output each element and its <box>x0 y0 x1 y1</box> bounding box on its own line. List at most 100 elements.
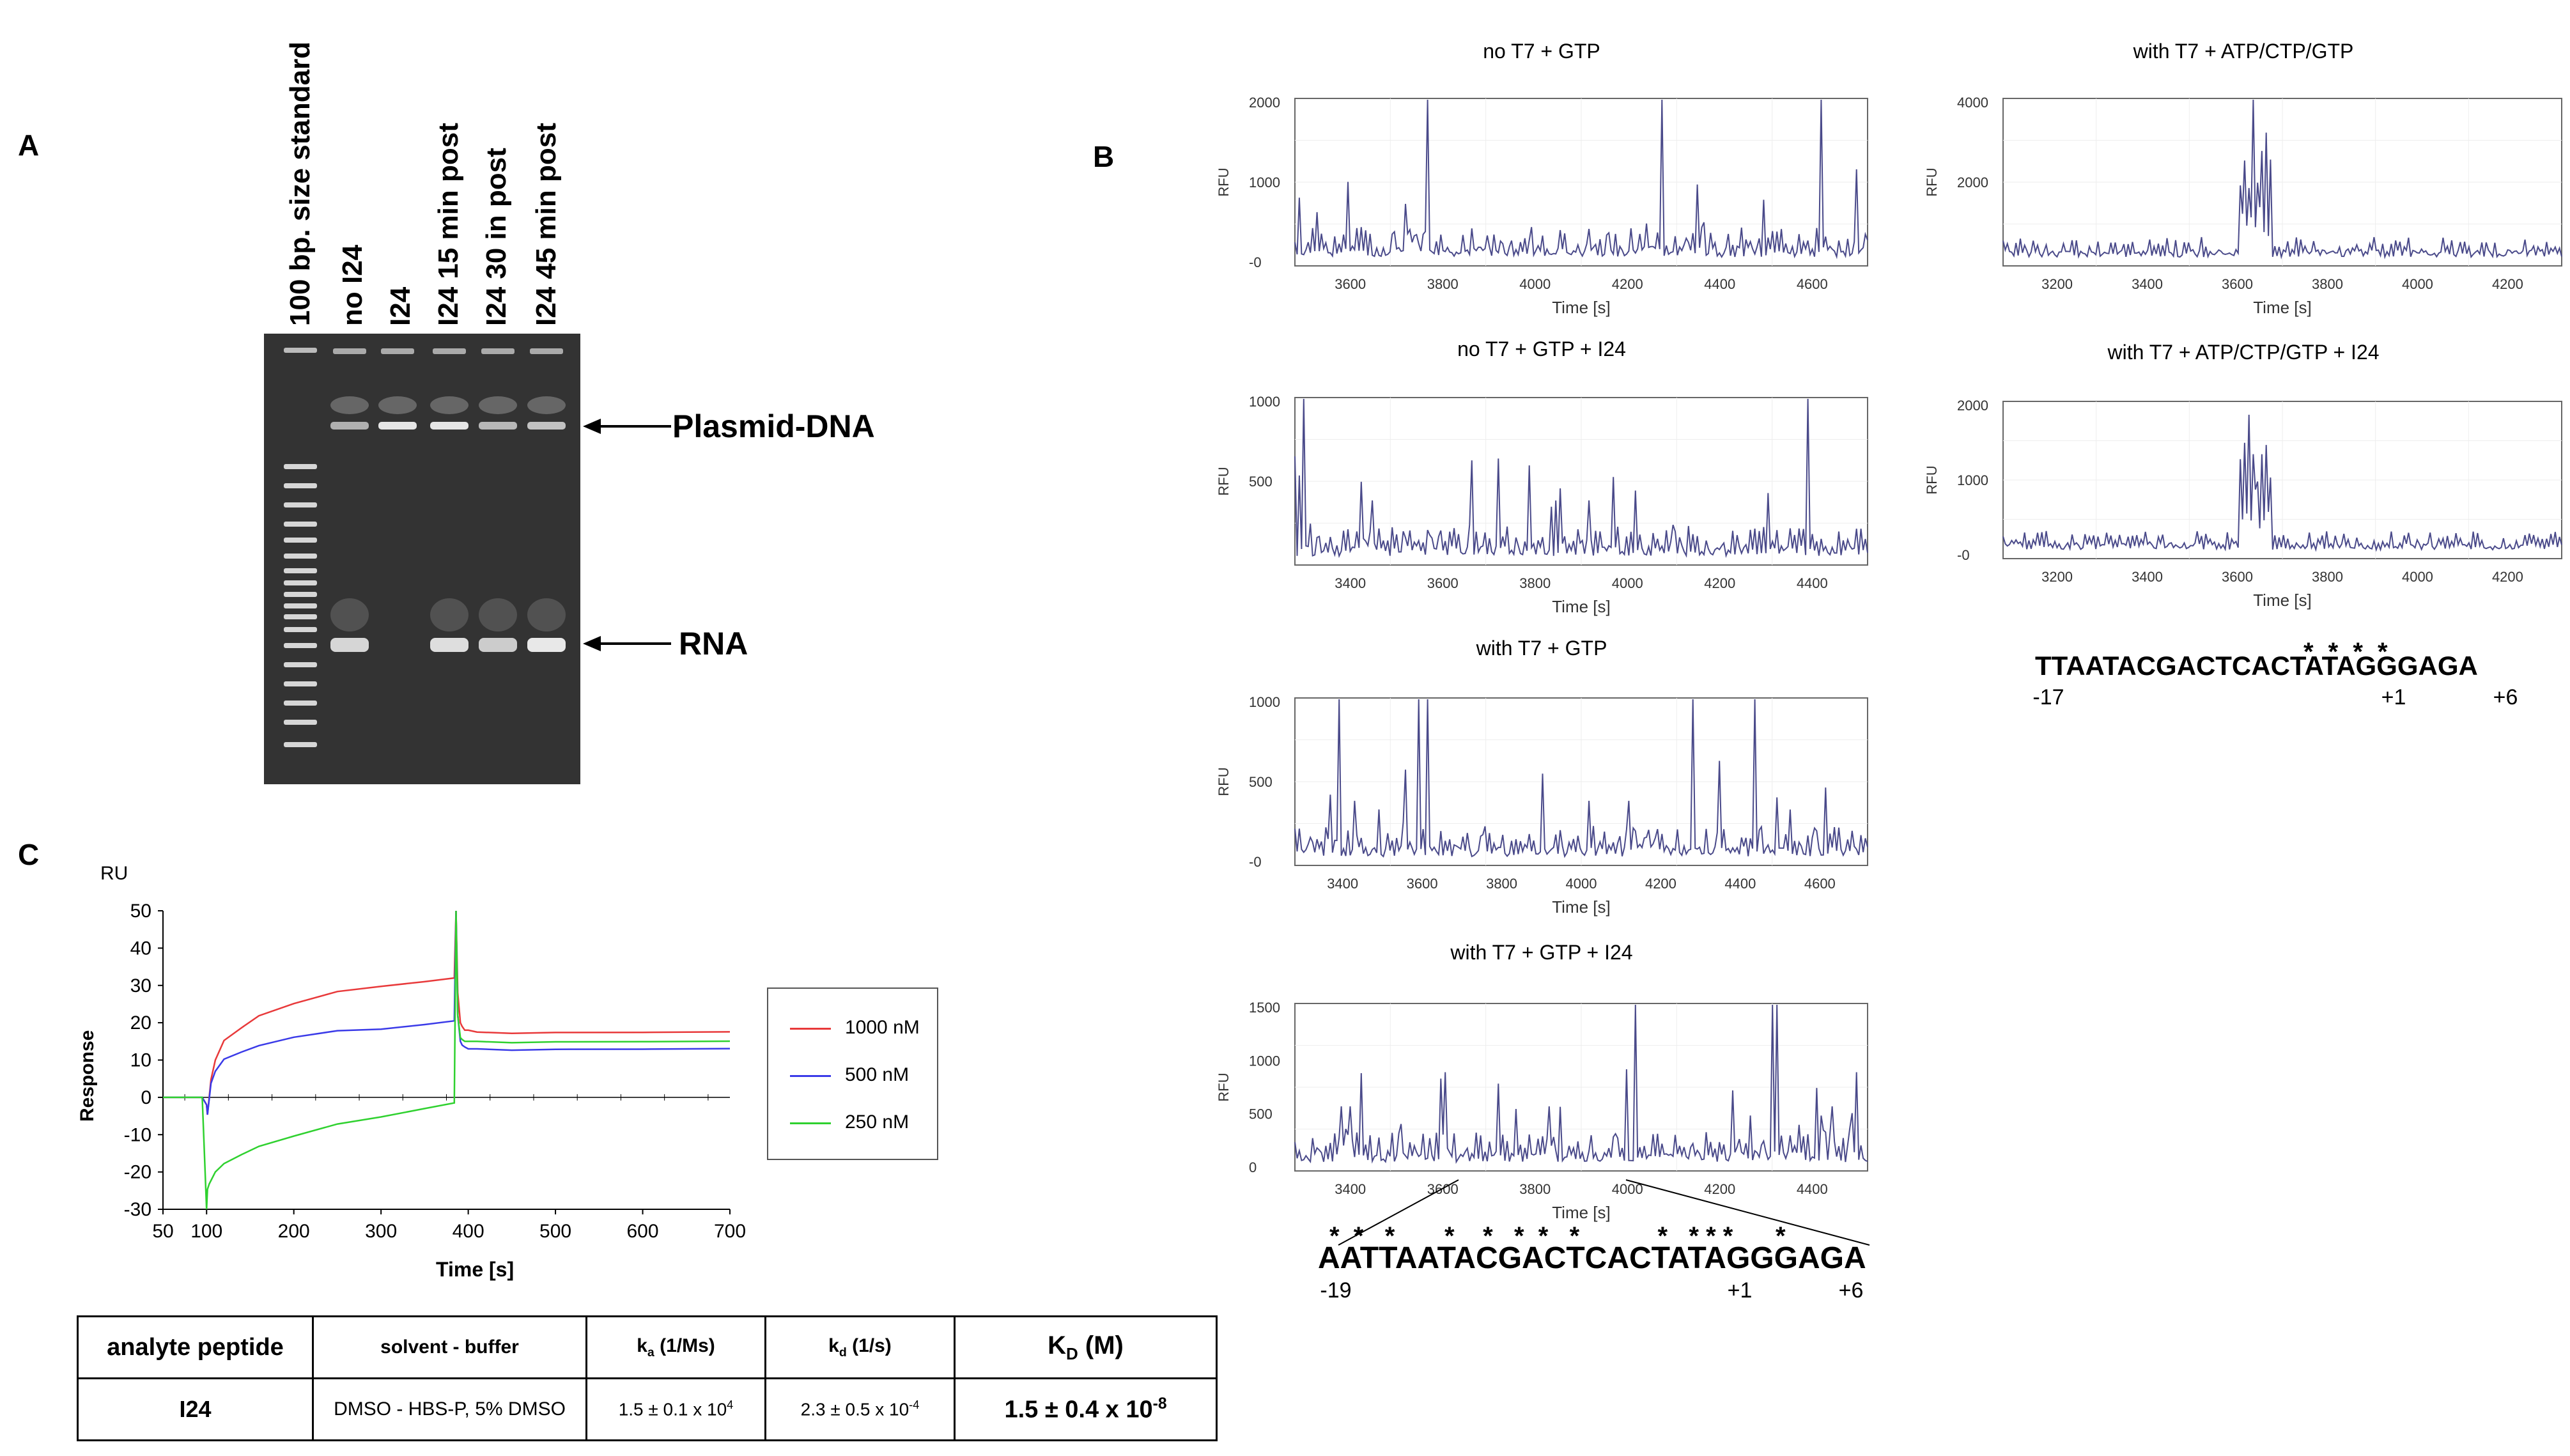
cell-ka-value: 1.5 ± 0.1 x 10 <box>618 1399 727 1420</box>
plasmid-smear <box>527 396 566 414</box>
plasmid-smear <box>378 396 417 414</box>
x-tick-label: 3600 <box>1427 575 1459 591</box>
y-tick-label: 1000 <box>1249 1053 1280 1069</box>
legend-swatch-250nm <box>790 1122 831 1124</box>
plasmid-smear <box>479 396 517 414</box>
header-kd: kd (1/s) <box>764 1315 956 1379</box>
x-tick-label: 300 <box>365 1221 397 1242</box>
series-line-250-nm <box>163 910 731 1210</box>
x-tick-label: 4000 <box>2402 276 2433 292</box>
ladder-band <box>284 614 317 619</box>
electropherogram-3: 1000 500 RFU 3400 3600 3800 4000 4200 4400 Time [… <box>1216 394 1868 616</box>
y-tick-label: -0 <box>1249 254 1262 270</box>
header-ka: ka (1/Ms) <box>585 1315 766 1379</box>
y-axis-label: RFU <box>1216 1073 1232 1101</box>
legend-item-500nm: 500 nM <box>790 1064 909 1086</box>
electropherogram-4: 2000 1000 -0 RFU 3200 3400 3600 3800 4000 4200 Tim… <box>1924 398 2562 610</box>
x-tick-label: 3200 <box>2041 276 2073 292</box>
rna-band <box>430 638 468 652</box>
cell-ka-exp: 4 <box>727 1398 734 1412</box>
header-KD-unit: (M) <box>1078 1331 1124 1359</box>
ladder-band <box>284 538 317 543</box>
ladder-band <box>284 701 317 706</box>
x-tick-label: 3400 <box>2132 276 2163 292</box>
plasmid-band <box>330 422 369 430</box>
y-axis-label: RFU <box>1216 767 1232 796</box>
x-tick-label: 4000 <box>1519 276 1551 292</box>
plasmid-dna-label: Plasmid-DNA <box>672 408 875 444</box>
x-tick-label: 4400 <box>1724 876 1756 892</box>
gel-well <box>481 348 515 354</box>
x-tick-label: 600 <box>627 1221 659 1242</box>
x-tick-label: 50 <box>152 1221 173 1242</box>
gel-well <box>530 348 563 354</box>
y-tick-label: 20 <box>130 1012 151 1034</box>
ce-title-4: with T7 + ATP/CTP/GTP + I24 <box>2107 341 2380 364</box>
header-KD: KD (M) <box>954 1315 1218 1379</box>
x-tick-label: 4000 <box>1566 876 1597 892</box>
x-tick-label: 4400 <box>1797 575 1828 591</box>
x-tick-label: 4400 <box>1704 276 1735 292</box>
y-tick-label: 1000 <box>1249 394 1280 410</box>
y-tick-label: -20 <box>124 1162 151 1183</box>
gel-well <box>433 348 466 354</box>
electropherogram-5: 1000 500 -0 RFU 3400 3600 3800 4000 4200 4400 4600… <box>1216 694 1868 917</box>
x-axis-label: Time [s] <box>1552 1203 1610 1222</box>
legend-item-250nm: 250 nM <box>790 1111 909 1133</box>
plasmid-smear <box>330 396 369 414</box>
table-row: I24 DMSO - HBS-P, 5% DMSO 1.5 ± 0.1 x 10… <box>77 1377 1218 1441</box>
cell-solvent: DMSO - HBS-P, 5% DMSO <box>312 1377 587 1441</box>
x-tick-label: 4600 <box>1797 276 1828 292</box>
rna-band <box>479 638 517 652</box>
x-tick-label: 3600 <box>1335 276 1366 292</box>
bottom-seq-minus19: -19 <box>1320 1278 1352 1303</box>
y-tick-label: -0 <box>1957 547 1970 563</box>
cell-KD-exp: -8 <box>1152 1395 1167 1413</box>
header-analyte: analyte peptide <box>77 1315 314 1379</box>
y-tick-label: 30 <box>130 975 151 996</box>
ladder-band <box>284 662 317 667</box>
legend-swatch-1000nm <box>790 1027 831 1030</box>
ladder-band <box>284 592 317 597</box>
ladder-band <box>284 643 317 648</box>
plasmid-band <box>527 422 566 430</box>
y-axis-label: RFU <box>1216 467 1232 495</box>
ladder-band <box>284 483 317 488</box>
y-tick-label: 1500 <box>1249 1000 1280 1016</box>
legend-swatch-500nm <box>790 1074 831 1077</box>
y-tick-label: 10 <box>130 1050 151 1071</box>
sequence-connector-left <box>1338 1179 1459 1246</box>
y-tick-label: -0 <box>1249 854 1262 870</box>
ladder-band <box>284 568 317 573</box>
x-tick-label: 4200 <box>1704 575 1735 591</box>
x-tick-label: 4200 <box>2492 569 2523 585</box>
header-KD-sub: D <box>1066 1344 1078 1363</box>
y-tick-label: 2000 <box>1957 174 1988 190</box>
top-seq-plus6: +6 <box>2493 685 2518 709</box>
x-tick-label: 3600 <box>1407 876 1438 892</box>
table-header-row: analyte peptide solvent - buffer ka (1/M… <box>77 1315 1218 1379</box>
ce-title-3: no T7 + GTP + I24 <box>1457 337 1626 360</box>
legend-label-250nm: 250 nM <box>845 1111 910 1133</box>
header-kd-unit: (1/s) <box>846 1335 892 1356</box>
x-axis-label: Time [s] <box>1552 597 1610 616</box>
rna-band <box>527 638 566 652</box>
y-tick-label: 500 <box>1249 1106 1273 1122</box>
cell-kd-value: 2.3 ± 0.5 x 10 <box>800 1399 910 1420</box>
cell-KD: 1.5 ± 0.4 x 10-8 <box>954 1377 1218 1441</box>
x-tick-label: 400 <box>453 1221 484 1242</box>
electropherogram-trace <box>2002 414 2562 552</box>
x-tick-label: 3400 <box>1335 1181 1366 1197</box>
top-seq-minus17: -17 <box>2032 685 2064 709</box>
ce-title-2: with T7 + ATP/CTP/GTP <box>2133 40 2354 63</box>
rna-smear <box>527 598 566 631</box>
y-tick-label: 50 <box>130 901 151 922</box>
cell-KD-value: 1.5 ± 0.4 x 10 <box>1004 1396 1153 1423</box>
header-solvent: solvent - buffer <box>312 1315 587 1379</box>
y-tick-label: 500 <box>1249 474 1273 490</box>
ladder-band <box>284 603 317 608</box>
x-tick-label: 3400 <box>2132 569 2163 585</box>
y-tick-label: 1000 <box>1957 472 1988 488</box>
